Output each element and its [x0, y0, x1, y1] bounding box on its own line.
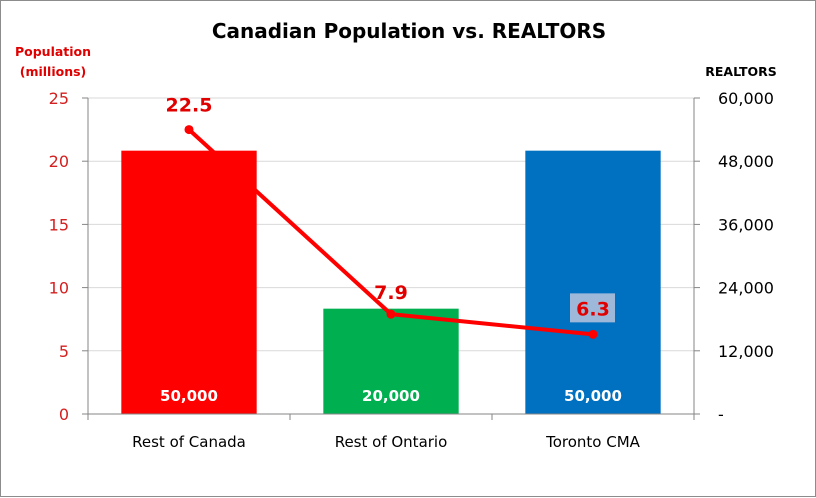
right-axis-tick-label: 48,000	[718, 152, 774, 171]
right-axis-tick-label: 12,000	[718, 342, 774, 361]
left-axis-tick-label: 0	[59, 405, 69, 424]
line-point	[386, 309, 396, 319]
bar-value-label: 20,000	[362, 387, 420, 405]
bar	[121, 150, 257, 414]
left-axis-tick-label: 5	[59, 342, 69, 361]
right-axis-title: REALTORS	[705, 64, 777, 79]
line-point	[588, 329, 598, 339]
category-label: Rest of Canada	[132, 433, 246, 451]
right-axis-tick-label: 60,000	[718, 89, 774, 108]
line-label-background	[570, 293, 615, 323]
category-label: Rest of Ontario	[335, 433, 448, 451]
line-point	[184, 125, 194, 135]
left-axis-title-line2: (millions)	[20, 64, 87, 79]
right-axis-tick-label: 36,000	[718, 215, 774, 234]
right-axis-tick-label: 24,000	[718, 279, 774, 298]
category-label: Toronto CMA	[545, 433, 641, 451]
line-value-label: 6.3	[576, 298, 610, 320]
left-axis-tick-label: 20	[49, 152, 69, 171]
bar-series	[121, 150, 661, 414]
line-value-label: 7.9	[374, 282, 408, 304]
right-axis-tick-label: -	[718, 405, 724, 424]
line-series	[184, 125, 598, 339]
left-axis-title-line1: Population	[15, 44, 91, 59]
axes: 0 5 10 15 20 25 - 12,000 24,000 36,000 48,000 60,00…	[49, 89, 774, 451]
bar	[525, 150, 661, 414]
bar	[323, 308, 459, 414]
bar-value-label: 50,000	[564, 387, 622, 405]
left-axis-tick-label: 10	[49, 279, 69, 298]
data-labels: 50,000 20,000 50,000 22.5 7.9 6.3	[160, 95, 622, 405]
bar-value-label: 50,000	[160, 387, 218, 405]
chart-title: Canadian Population vs. REALTORS	[212, 19, 606, 43]
line-value-label: 22.5	[166, 95, 213, 117]
left-axis-tick-label: 15	[49, 215, 69, 234]
left-axis-tick-label: 25	[49, 89, 69, 108]
